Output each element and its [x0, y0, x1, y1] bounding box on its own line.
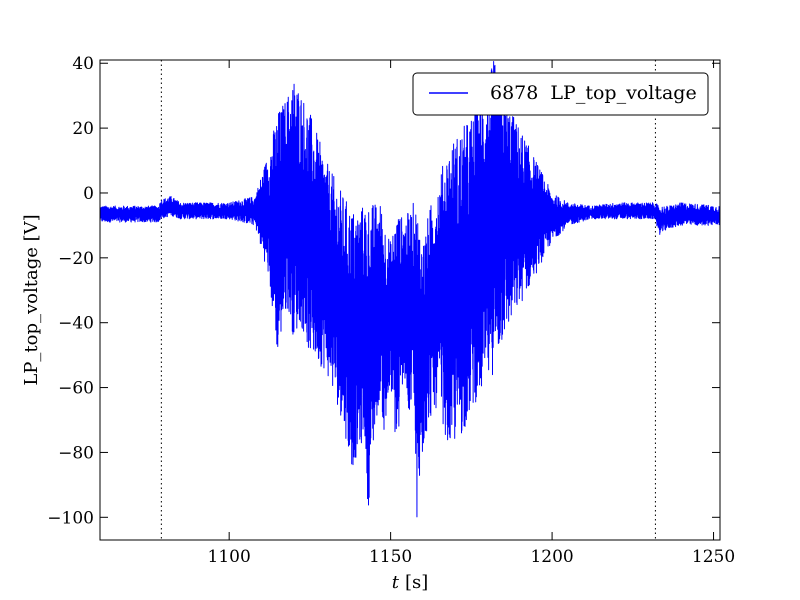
y-tick-label-3: −20 [58, 249, 94, 269]
y-tick-label-7: −100 [47, 508, 94, 528]
x-tick-label-1250: 1250 [692, 547, 735, 567]
x-axis-label: t [s] [392, 572, 429, 593]
y-tick-label-5: −60 [58, 379, 94, 399]
x-axis-label-var: t [392, 572, 400, 593]
plot-frame [99, 59, 721, 541]
axis-tick-labels: 1100 1150 1200 1250 40 20 0 −20 −40 −60 −80 −100 [47, 54, 735, 567]
y-tick-label-1: 20 [72, 119, 94, 139]
axis-ticks [100, 60, 720, 540]
legend-label: 6878 LP_top_voltage [490, 82, 697, 104]
data-series-layer [100, 61, 720, 518]
x-tick-label-1200: 1200 [530, 547, 573, 567]
series-line-0 [100, 61, 720, 518]
x-axis-label-unit: [s] [405, 572, 428, 593]
x-tick-label-1100: 1100 [208, 547, 251, 567]
legend: 6878 LP_top_voltage [412, 72, 709, 116]
x-tick-label-1150: 1150 [369, 547, 412, 567]
y-tick-label-6: −80 [58, 443, 94, 463]
y-axis-label: LP_top_voltage [V] [21, 214, 42, 385]
vertical-marker-lines [160, 60, 656, 540]
y-tick-label-2: 0 [83, 184, 94, 204]
y-tick-label-4: −40 [58, 314, 94, 334]
legend-box [412, 72, 709, 116]
y-tick-label-0: 40 [72, 54, 94, 74]
